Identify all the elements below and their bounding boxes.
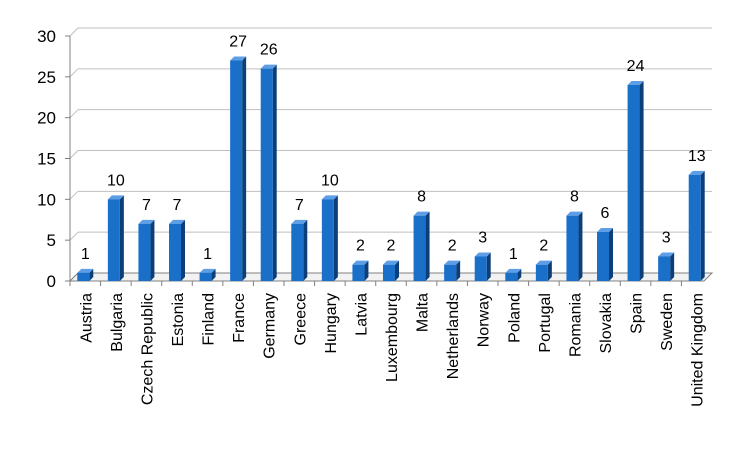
data-label: 7 (295, 197, 304, 214)
bar (597, 228, 613, 281)
data-label: 24 (627, 58, 645, 75)
bar (505, 268, 522, 281)
bar (474, 252, 491, 281)
x-tick-label: Poland (506, 293, 523, 343)
y-tick-label: 20 (37, 109, 56, 128)
bars (77, 56, 705, 282)
gridline-depth (69, 68, 79, 78)
y-tick-label: 15 (37, 150, 56, 169)
x-tick-label: France (231, 293, 248, 343)
data-label: 1 (509, 246, 518, 263)
data-label: 6 (601, 205, 610, 222)
gridline-depth (69, 27, 79, 37)
data-label: 26 (260, 42, 278, 59)
data-label: 7 (173, 197, 182, 214)
data-label: 2 (448, 238, 457, 255)
x-tick-label: Bulgaria (109, 293, 126, 352)
bar (627, 81, 644, 281)
bar (77, 268, 94, 281)
bar (535, 260, 552, 281)
data-label: 13 (688, 148, 706, 165)
gridline-depth (69, 190, 79, 200)
y-tick-label: 10 (37, 190, 56, 209)
data-label: 8 (417, 189, 426, 206)
x-tick-label: United Kingdom (690, 293, 707, 407)
gridline-depth (69, 231, 79, 241)
bar (566, 211, 583, 281)
data-label: 27 (229, 34, 247, 51)
x-tick-label: Latvia (353, 293, 370, 336)
bar (138, 219, 155, 281)
y-tick-label: 30 (37, 27, 56, 46)
bar (352, 260, 369, 281)
data-label: 3 (478, 230, 487, 247)
data-label: 3 (662, 230, 671, 247)
x-tick-label: Czech Republic (139, 293, 156, 405)
bar (107, 195, 124, 281)
bar (658, 252, 675, 281)
bar (413, 211, 430, 281)
x-tick-label: Estonia (170, 293, 187, 346)
data-label: 1 (203, 246, 212, 263)
x-tick-label: Luxembourg (384, 293, 401, 382)
x-tick-label: Romania (567, 293, 584, 357)
data-label: 10 (107, 172, 125, 189)
bar (169, 219, 185, 281)
y-axis-ticks: 0 5 10 15 20 25 30 (37, 27, 56, 291)
y-tick-label: 5 (47, 231, 56, 250)
data-label: 8 (570, 189, 579, 206)
x-tick-label: Greece (292, 293, 309, 346)
x-tick-label: Malta (415, 293, 432, 332)
x-tick-label: Sweden (659, 293, 676, 351)
x-tick-label: Norway (476, 293, 493, 347)
x-tick-label: Hungary (323, 293, 340, 353)
data-label: 1 (81, 246, 90, 263)
gridline-depth (69, 109, 79, 119)
bar (688, 170, 705, 281)
data-label: 2 (356, 238, 365, 255)
data-labels: 1 10 7 7 1 27 26 7 10 2 2 8 2 3 1 2 8 6 24 3 13 (81, 34, 706, 263)
data-label: 10 (321, 172, 339, 189)
data-label: 2 (387, 238, 396, 255)
x-tick-label: Portugal (537, 293, 554, 353)
x-tick-label: Netherlands (445, 293, 462, 379)
bar (199, 268, 216, 281)
x-tick-label: Finland (201, 293, 218, 345)
gridline-depth (69, 150, 79, 159)
x-tick-label: Slovakia (598, 293, 615, 354)
bar (260, 64, 277, 282)
bar (291, 219, 308, 281)
x-tick-label: Austria (78, 293, 95, 343)
x-tick-label: Germany (262, 293, 279, 359)
x-axis-ticks: Austria Bulgaria Czech Republic Estonia Finl… (78, 293, 706, 407)
x-tick-label: Spain (629, 293, 646, 334)
y-tick-label: 25 (37, 68, 56, 87)
bar (444, 260, 461, 281)
y-tick-label: 0 (47, 272, 56, 291)
bar (321, 195, 338, 281)
data-label: 2 (539, 238, 548, 255)
data-label: 7 (142, 197, 151, 214)
bar (230, 56, 247, 281)
bar (383, 260, 399, 281)
